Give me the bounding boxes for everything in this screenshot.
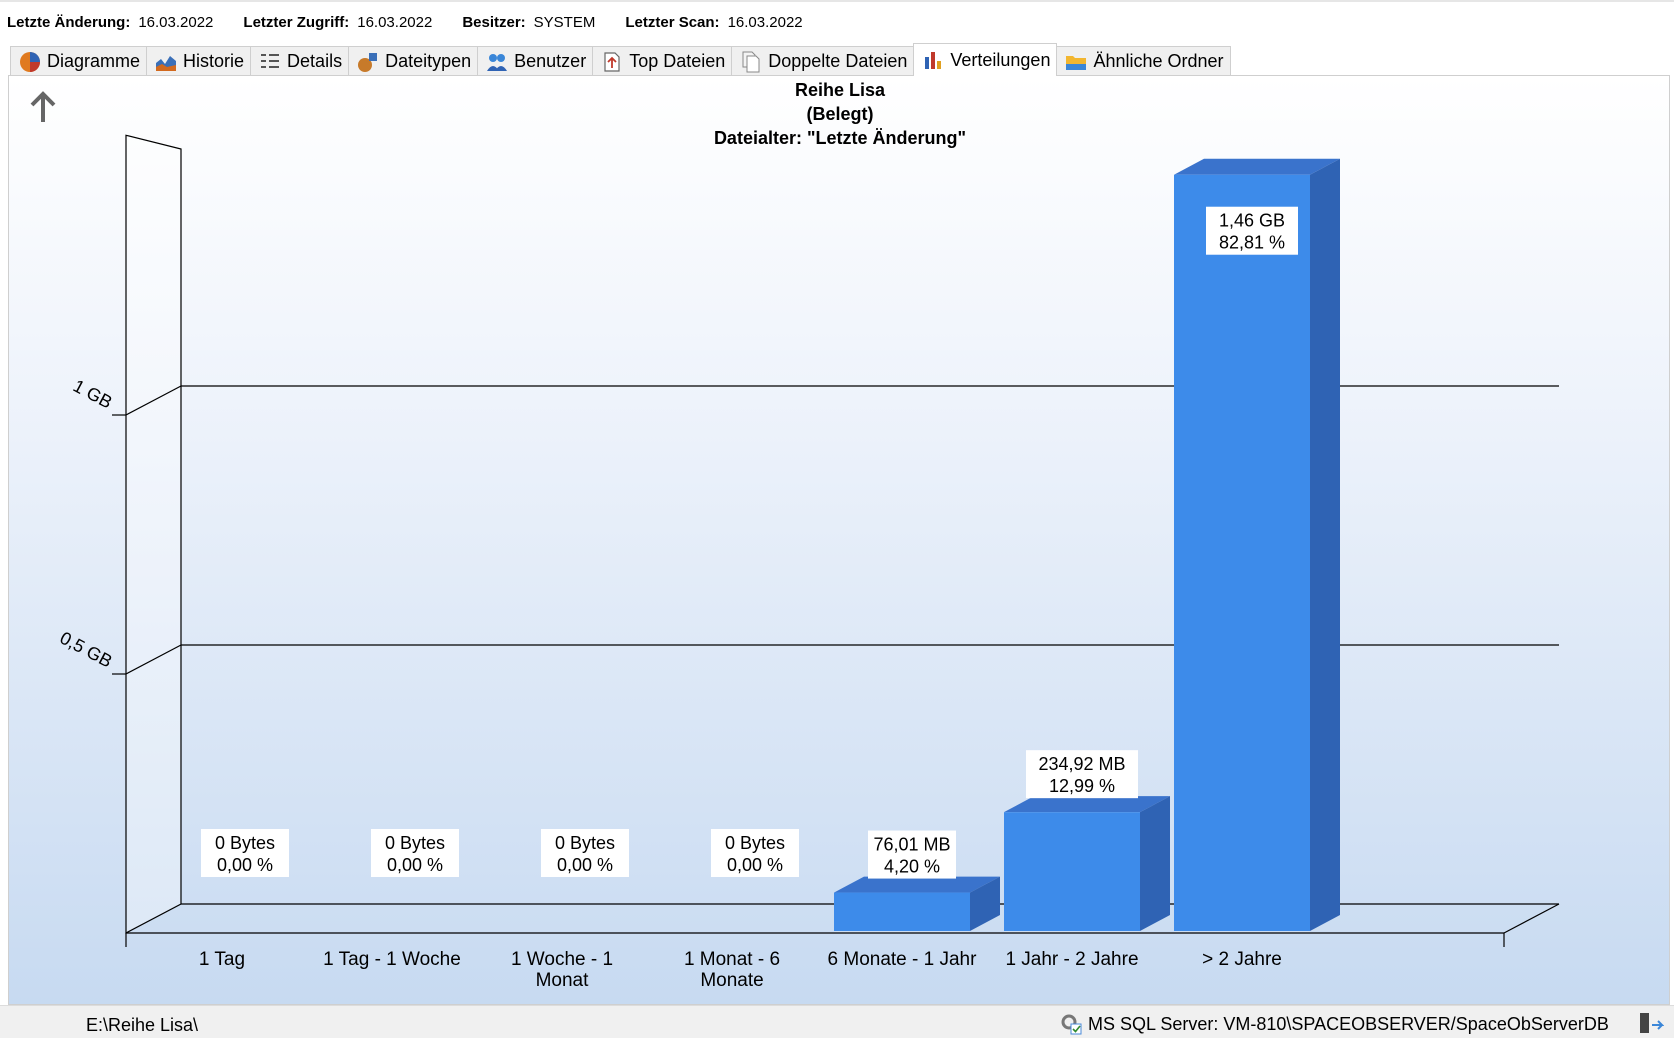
data-label-percent: 12,99 % [1049,776,1115,796]
details-list-icon [261,53,280,68]
tab-details[interactable]: Details [250,46,350,76]
top-files-icon [604,51,620,72]
y-tick-label: 1 GB [70,376,116,413]
tab-label: Historie [183,51,245,71]
up-arrow-icon[interactable] [27,90,59,126]
tab-historie[interactable]: Historie [146,46,252,76]
tab-benutzer[interactable]: Benutzer [477,46,594,76]
status-server: MS SQL Server: VM-810\SPACEOBSERVER/Spac… [1060,1013,1609,1035]
data-label-percent: 0,00 % [217,855,273,875]
tab-strip: Diagramme Historie Details Dateitypen [10,43,1231,76]
status-server-text: MS SQL Server: VM-810\SPACEOBSERVER/Spac… [1088,1013,1609,1034]
owner-info: Besitzer: SYSTEM [462,14,595,31]
data-label-value: 234,92 MB [1038,754,1125,774]
pie-chart-icon [20,51,40,72]
last-change-value: 16.03.2022 [138,13,214,31]
bar-top [1174,158,1340,175]
data-label-value: 0 Bytes [385,833,445,853]
last-change-info: Letzte Änderung: 16.03.2022 [7,14,213,31]
data-label-value: 76,01 MB [873,835,950,855]
data-label-box [201,829,289,877]
tab-diagramme[interactable]: Diagramme [10,46,148,76]
chart-left-wall [125,134,182,934]
chart-title: Reihe Lisa [794,80,886,100]
status-bar: E:\Reihe Lisa\ MS SQL Server: VM-810\SPA… [0,1005,1674,1038]
data-label-percent: 82,81 % [1219,233,1285,253]
data-label-box [1206,206,1298,255]
data-label-percent: 4,20 % [884,857,940,877]
x-tick-label: Monate [700,970,763,991]
server-connection-icon[interactable] [1638,1011,1664,1035]
tab-aehnliche-ordner[interactable]: Ähnliche Ordner [1056,46,1231,76]
area-chart-icon [156,55,177,71]
info-bar: Letzte Änderung: 16.03.2022 Letzter Zugri… [0,0,1674,42]
file-types-icon [358,52,378,72]
x-tick-label: 1 Jahr - 2 Jahre [1005,949,1138,970]
owner-value: SYSTEM [533,13,596,31]
x-tick-label: Monat [536,970,590,991]
bar-side [1310,158,1340,932]
data-label-value: 0 Bytes [725,833,785,853]
data-label-box [711,829,799,877]
tab-doppelte-dateien[interactable]: Doppelte Dateien [731,46,915,76]
bar-top [1004,796,1170,813]
chart-subtitle-age: Dateialter: "Letzte Änderung" [713,128,967,148]
data-label-percent: 0,00 % [387,855,443,875]
data-label-value: 0 Bytes [555,833,615,853]
tab-verteilungen[interactable]: Verteilungen [913,43,1058,76]
x-tick-label: 1 Woche - 1 [511,949,613,970]
tab-label: Benutzer [514,51,587,71]
last-scan-info: Letzter Scan: 16.03.2022 [625,14,802,31]
last-change-label: Letzte Änderung: [7,13,131,31]
tab-label: Top Dateien [629,51,726,71]
data-label-box [541,829,629,877]
data-label-value: 0 Bytes [215,833,275,853]
data-label-box [1026,750,1138,799]
last-access-info: Letzter Zugriff: 16.03.2022 [243,14,432,31]
folder-icon [1066,55,1087,70]
chart-floor-edge [1503,903,1560,934]
status-path: E:\Reihe Lisa\ [86,1015,199,1035]
tab-label: Doppelte Dateien [768,51,908,71]
tab-top-dateien[interactable]: Top Dateien [592,46,733,76]
bar-top [834,876,1000,893]
last-scan-value: 16.03.2022 [727,13,803,31]
bar [1174,174,1310,932]
data-label-box [371,829,459,877]
owner-label: Besitzer: [462,13,526,31]
gridline-wall [125,644,182,675]
bar [1004,812,1140,931]
x-tick-label: 1 Monat - 6 [684,949,780,970]
data-label-percent: 0,00 % [727,855,783,875]
chart-panel: 0,5 GB 1 GB 0 Bytes 0,00 % 1 Tag 0 Bytes 0,00 … [8,75,1670,1005]
last-access-value: 16.03.2022 [357,13,433,31]
bar-side [1140,796,1170,931]
last-access-label: Letzter Zugriff: [243,13,350,31]
data-label-box [868,830,956,879]
y-tick-label: 0,5 GB [57,628,116,672]
users-icon [487,53,508,71]
tab-label: Diagramme [47,51,141,71]
tab-dateitypen[interactable]: Dateitypen [348,46,479,76]
bar-chart-icon [925,52,942,69]
bar [834,892,970,931]
tab-label: Ähnliche Ordner [1093,51,1224,71]
duplicate-files-icon [742,51,760,72]
data-label-percent: 0,00 % [557,855,613,875]
x-tick-label: 6 Monate - 1 Jahr [828,949,978,970]
x-tick-label: 1 Tag [199,949,245,970]
database-settings-icon [1061,1014,1082,1035]
last-scan-label: Letzter Scan: [625,13,720,31]
tab-label: Dateitypen [385,51,472,71]
x-tick-label: 1 Tag - 1 Woche [323,949,461,970]
tab-label: Verteilungen [950,49,1051,70]
chart-subtitle: (Belegt) [806,104,874,124]
bar-side [970,876,1000,931]
gridline-wall [125,385,182,416]
tab-label: Details [287,51,343,71]
data-label-value: 1,46 GB [1219,211,1285,231]
x-tick-label: > 2 Jahre [1202,949,1282,970]
